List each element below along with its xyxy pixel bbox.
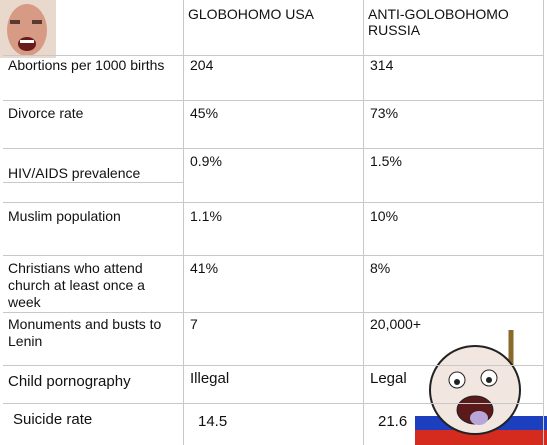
row-label: Abortions per 1000 births [8,57,165,73]
column-header: GLOBOHOMO USA [188,6,315,22]
column-border [543,0,544,445]
row-border [3,403,543,404]
cell-value: 45% [190,105,219,121]
cell-value: 21.6 [378,413,408,430]
cell-value: 20,000+ [370,316,421,332]
row-label: Christians who attend church at least on… [8,260,145,310]
column-border [183,0,184,445]
cell-value: Legal [370,370,407,387]
cell-value: 314 [370,57,394,73]
row-label: HIV/AIDS prevalence [3,165,183,183]
row-label: Muslim population [8,208,121,224]
row-label: Monuments and busts to Lenin [8,316,162,349]
cell-value: 10% [370,208,399,224]
row-label: Divorce rate [8,105,84,121]
cell-value: 0.9% [190,153,222,169]
row-border [3,312,543,313]
cell-value: 204 [190,57,214,73]
row-border [3,55,543,56]
row-border [3,365,543,366]
cell-value: 41% [190,260,219,276]
face-image-left [0,0,56,58]
cell-value: 8% [370,260,391,276]
cell-value: 1.1% [190,208,222,224]
column-header: ANTI-GOLOBOHOMO RUSSIA [368,6,509,38]
row-label: Suicide rate [13,411,93,428]
row-border [3,100,543,101]
cell-value: 7 [190,316,198,332]
row-border [3,255,543,256]
column-border [363,0,364,445]
row-label: Child pornography [8,373,131,390]
row-border [3,202,543,203]
cell-value: Illegal [190,370,230,387]
cell-value: 14.5 [198,413,228,430]
row-border [3,148,543,149]
cell-value: 1.5% [370,153,402,169]
cell-value: 73% [370,105,399,121]
face-image-right [415,330,547,445]
